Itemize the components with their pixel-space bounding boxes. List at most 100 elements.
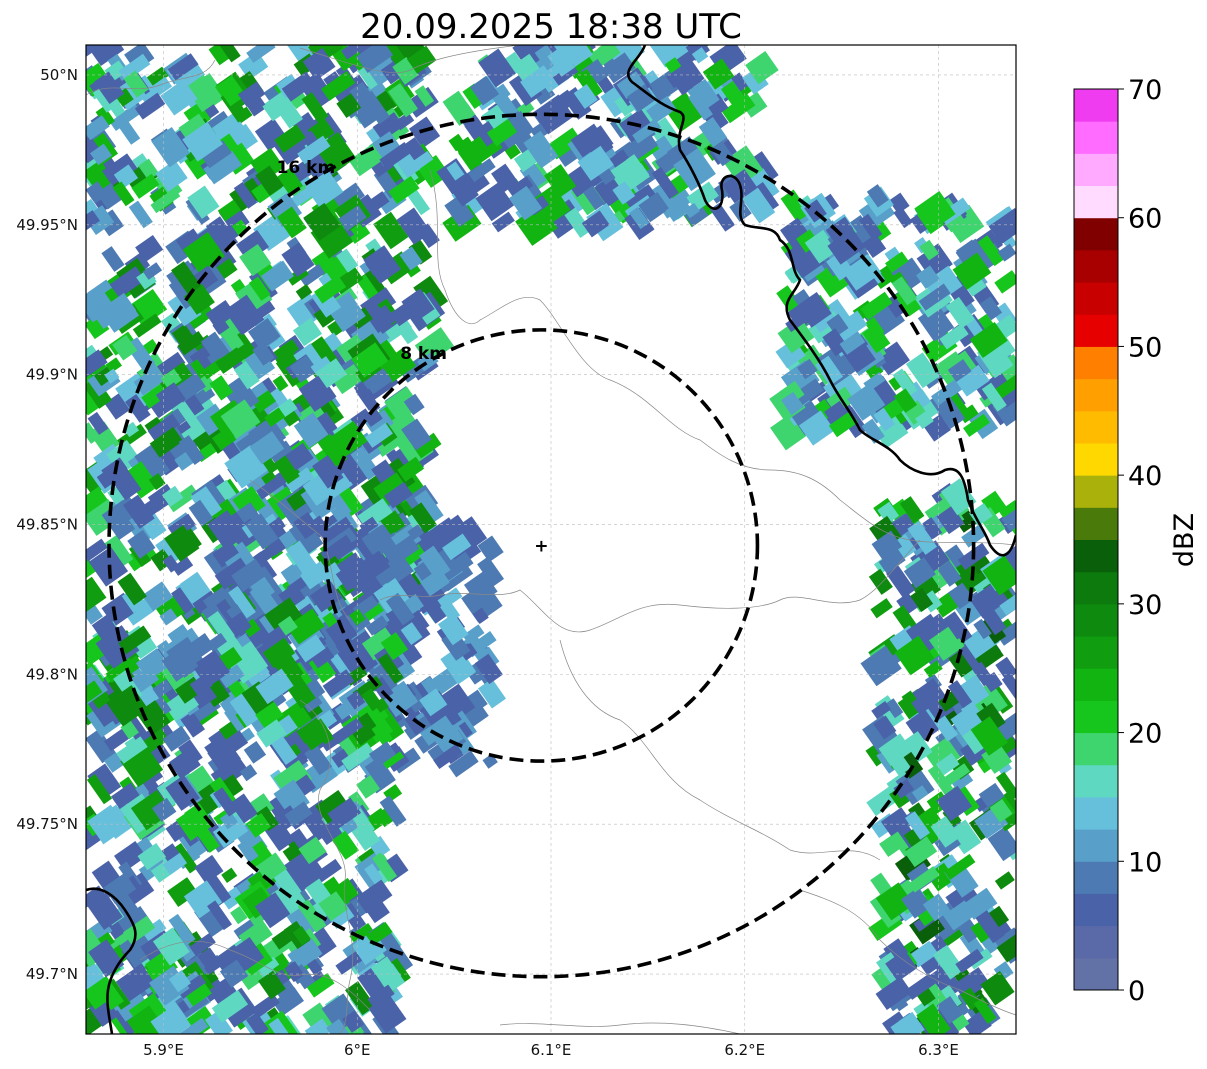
echo-cell (125, 394, 151, 423)
echo-cell (292, 926, 311, 946)
echo-cell (916, 265, 940, 289)
echo-cell (142, 262, 163, 280)
echo-cell (361, 688, 383, 712)
echo-cell (815, 355, 844, 386)
echo-cell (478, 48, 516, 88)
echo-cell (691, 47, 709, 64)
echo-cell (360, 90, 390, 125)
echo-cell (141, 918, 167, 941)
echo-cell (561, 86, 592, 120)
echo-cell (382, 45, 407, 67)
echo-cell (965, 277, 987, 297)
echo-cell (167, 290, 202, 327)
latitude-tick-label: 49.7°N (26, 965, 78, 983)
echo-cell (281, 242, 315, 277)
echo-cell (113, 989, 149, 1022)
echo-cell (873, 715, 897, 740)
echo-cell (212, 540, 239, 566)
echo-cell (132, 313, 162, 338)
echo-cell (333, 877, 359, 904)
echo-cell (87, 763, 122, 800)
echo-cell (118, 625, 152, 655)
echo-cell (409, 502, 437, 534)
echo-cell (367, 304, 397, 334)
echo-cell (256, 719, 287, 748)
echo-cell (971, 661, 994, 687)
echo-cell (178, 113, 208, 141)
echo-cell (472, 607, 489, 625)
echo-cell (335, 949, 366, 975)
echo-cell (177, 1017, 209, 1034)
echo-cell (213, 787, 239, 817)
echo-cell (969, 503, 993, 527)
echo-cell (462, 624, 485, 645)
echo-cell (380, 632, 409, 661)
echo-cell (94, 366, 115, 387)
echo-cell (995, 771, 1016, 801)
echo-cell (712, 112, 729, 129)
echo-cell (373, 577, 410, 614)
echo-cell (171, 261, 202, 295)
echo-cell (379, 142, 412, 170)
echo-cell (910, 587, 934, 613)
latitude-tick-label: 49.75°N (16, 815, 78, 833)
echo-cell (149, 427, 184, 458)
echo-cell (233, 918, 259, 940)
echo-cell (166, 484, 199, 513)
echo-cell (131, 173, 160, 199)
colorbar-swatch (1074, 217, 1118, 251)
echo-cell (304, 1018, 332, 1034)
echo-cell (202, 584, 233, 610)
echo-cell (221, 867, 238, 884)
echo-cell (185, 74, 221, 113)
echo-cell (804, 229, 838, 264)
echo-cell (973, 618, 992, 640)
echo-cell (666, 59, 699, 89)
echo-cell (187, 633, 215, 660)
range-rings: 8 km 16 km + (107, 112, 976, 979)
colorbar-swatch (1074, 153, 1118, 187)
echo-cell (246, 45, 276, 63)
echo-cell (320, 534, 353, 562)
echo-cell (396, 207, 432, 245)
echo-cell (204, 1010, 233, 1034)
echo-cell (936, 505, 965, 535)
echo-cell (86, 576, 107, 614)
echo-cell (322, 669, 355, 698)
echo-cell (162, 852, 188, 875)
echo-cell (212, 815, 249, 848)
echo-cell (932, 944, 965, 980)
echo-cell (397, 456, 425, 482)
map-plot-area: 8 km 16 km + (85, 44, 1017, 1035)
echo-cell (229, 693, 260, 727)
echo-cell (103, 728, 130, 752)
echo-cell (238, 51, 269, 81)
echo-cell (721, 93, 756, 124)
echo-cell (168, 970, 191, 993)
echo-cell (255, 852, 287, 883)
echo-cell (245, 812, 271, 838)
echo-cell (148, 76, 173, 99)
latitude-tick-label: 50°N (40, 66, 78, 84)
echo-cell (466, 689, 488, 712)
echo-cell (407, 524, 424, 541)
echo-cell (86, 774, 113, 805)
echo-cell (341, 742, 375, 772)
echo-cell (936, 785, 973, 822)
echo-cell (930, 379, 963, 407)
echo-cell (356, 45, 394, 73)
echo-cell (258, 970, 286, 1000)
longitude-tick-label: 6.2°E (724, 1041, 765, 1059)
colorbar-swatch (1074, 603, 1118, 637)
echo-cell (220, 730, 249, 756)
echo-cell (797, 358, 818, 380)
range-ring-label: 16 km (277, 158, 336, 178)
echo-cell (359, 516, 379, 535)
echo-cell (194, 854, 224, 884)
echo-cell (602, 52, 636, 84)
echo-cell (272, 375, 289, 392)
echo-cell (953, 967, 990, 1001)
echo-cell (905, 352, 940, 389)
echo-cell (934, 715, 959, 742)
echo-cell (177, 331, 206, 356)
